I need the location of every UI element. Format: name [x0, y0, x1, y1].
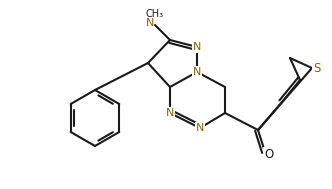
Text: CH₃: CH₃	[146, 9, 164, 19]
Text: N: N	[196, 123, 204, 133]
Text: O: O	[264, 149, 274, 161]
Text: N: N	[193, 42, 201, 52]
Text: N: N	[146, 18, 154, 28]
Text: N: N	[166, 108, 174, 118]
Text: N: N	[193, 67, 201, 77]
Text: S: S	[313, 61, 321, 74]
